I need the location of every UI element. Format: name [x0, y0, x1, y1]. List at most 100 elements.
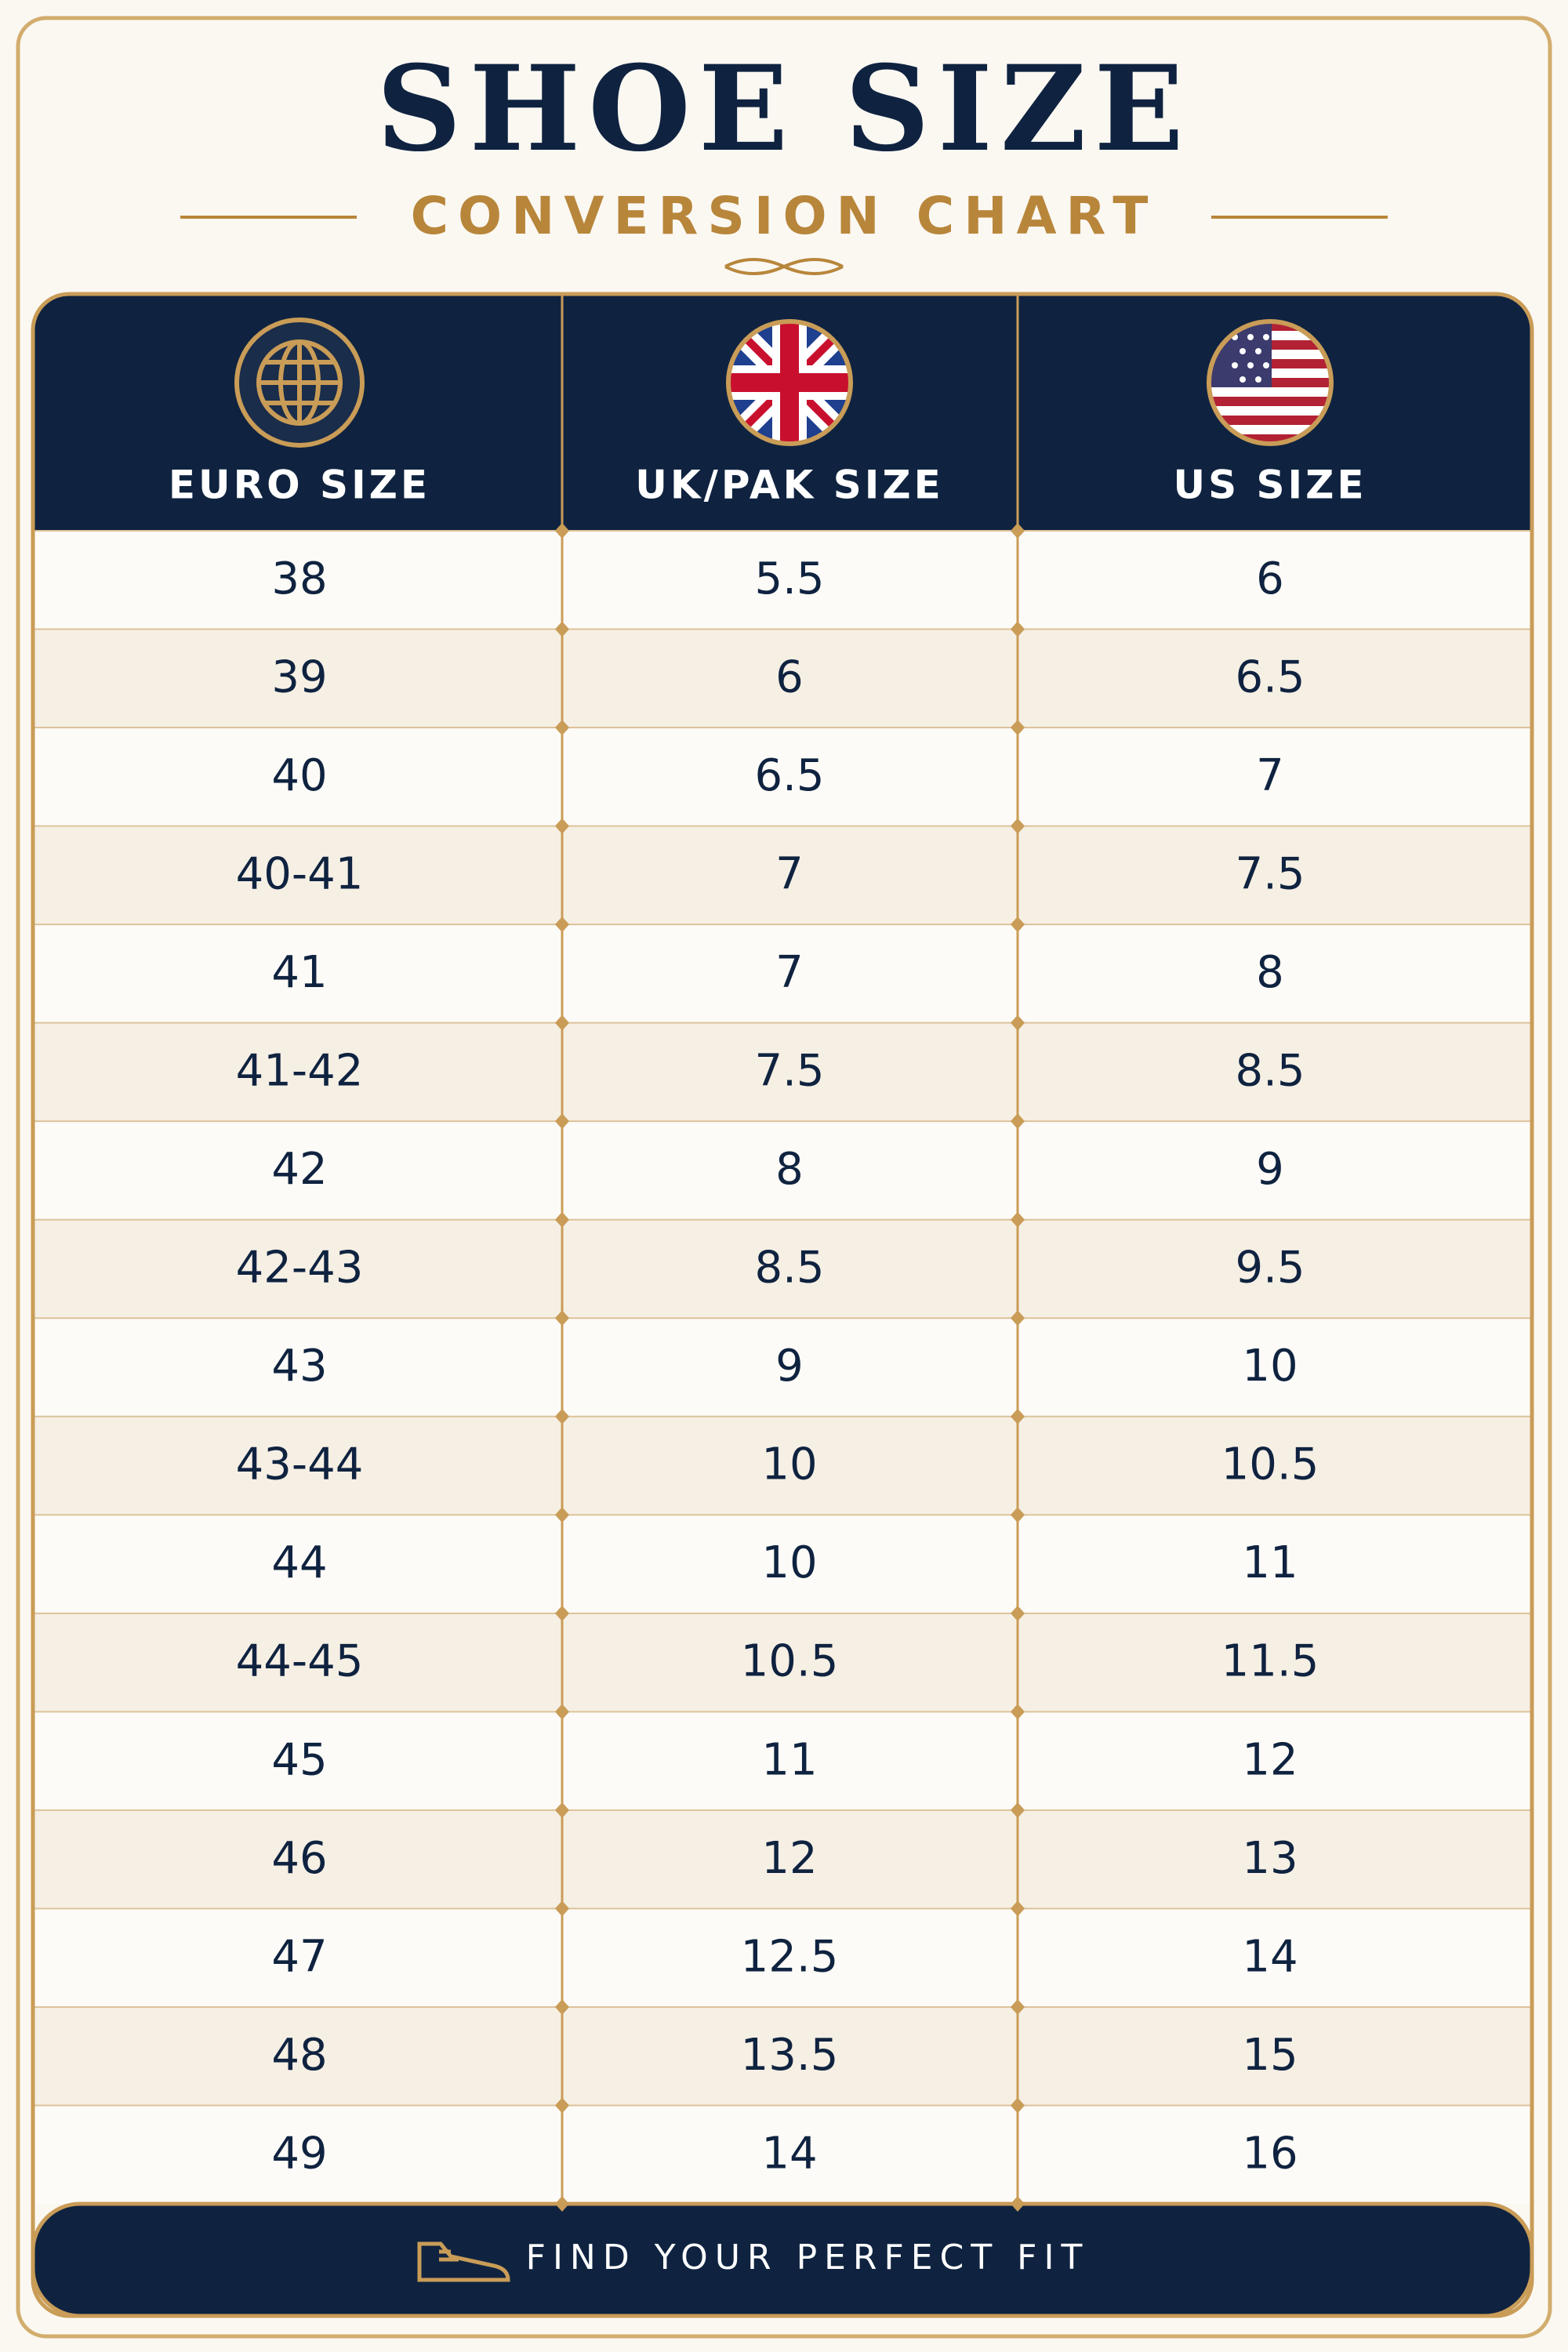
table-cell: 10	[761, 1439, 817, 1490]
diamond	[555, 818, 569, 834]
table-cell: 43	[271, 1341, 327, 1392]
diamond	[1011, 1408, 1025, 1425]
diamond	[555, 1998, 569, 2015]
table-cell: 47	[271, 1931, 327, 1982]
table-cell: 11.5	[1221, 1636, 1319, 1687]
diamond	[555, 1310, 569, 1327]
diamond	[555, 1802, 569, 1818]
table-cell: 13.5	[741, 2030, 839, 2081]
table-cell: 44-45	[236, 1636, 364, 1687]
table-cell: 8	[775, 1144, 804, 1195]
diamond	[1011, 1113, 1025, 1130]
table-cell: 48	[271, 2030, 327, 2081]
diamond	[555, 523, 569, 539]
diamond	[1011, 1900, 1025, 1917]
diamond	[555, 916, 569, 933]
column-header: UK/PAK SIZE	[635, 463, 944, 508]
diamond	[555, 1605, 569, 1621]
title: SHOE SIZE	[376, 40, 1192, 178]
table-row	[33, 2006, 1532, 2106]
subtitle: CONVERSION CHART	[411, 186, 1158, 246]
table-row	[33, 1613, 1532, 1712]
table-cell: 8.5	[1235, 1046, 1305, 1097]
table-cell: 7	[1256, 750, 1284, 801]
ornament	[724, 258, 844, 275]
diamond	[555, 1507, 569, 1523]
table-cell: 9	[1256, 1144, 1284, 1195]
table-cell: 10	[761, 1537, 817, 1588]
table-row	[33, 2105, 1532, 2204]
table-cell: 14	[761, 2128, 817, 2179]
globe-icon	[234, 318, 365, 448]
table-cell: 12.5	[741, 1931, 839, 1982]
table-cell: 6.5	[754, 750, 824, 801]
table-row	[33, 1515, 1532, 1613]
table-cell: 5.5	[754, 554, 824, 604]
diamond	[555, 2196, 569, 2212]
diamond	[1011, 1704, 1025, 1720]
table-cell: 39	[271, 652, 327, 702]
diamond	[1011, 720, 1025, 736]
table-cell: 11	[761, 1734, 817, 1785]
table-cell: 44	[271, 1537, 327, 1588]
column-header: US SIZE	[1173, 463, 1367, 508]
table-row	[33, 1121, 1532, 1220]
table-cell: 9	[775, 1341, 804, 1392]
diamond	[1011, 523, 1025, 539]
table-cell: 42-43	[236, 1243, 364, 1294]
table-cell: 7.5	[754, 1046, 824, 1097]
diamond	[555, 1900, 569, 1917]
table-cell: 14	[1242, 1931, 1298, 1982]
table-cell: 10.5	[1221, 1439, 1319, 1490]
table-cell: 13	[1242, 1833, 1298, 1884]
diamond	[1011, 1507, 1025, 1523]
diamond	[555, 2097, 569, 2114]
table-row	[33, 1318, 1532, 1417]
table-row	[33, 1219, 1532, 1319]
column-header: EURO SIZE	[169, 463, 430, 508]
table-cell: 43-44	[236, 1439, 364, 1490]
table-cell: 45	[271, 1734, 327, 1785]
table-row	[33, 531, 1532, 630]
outer-border	[16, 16, 1552, 2339]
table-cell: 11	[1242, 1537, 1298, 1588]
table-body: 38 5.5 6 39 6 6.5 40 6.5 7 40-41 7 7.5 41 7 8 41-42 7.5 8…	[33, 530, 1532, 2204]
shoe-icon	[417, 2241, 510, 2282]
table-cell: 7.5	[1235, 848, 1305, 899]
table-cell: 12	[761, 1833, 817, 1884]
diamond	[1011, 1310, 1025, 1327]
table-cell: 12	[1242, 1734, 1298, 1785]
table-cell: 49	[271, 2128, 327, 2179]
diamond	[1011, 818, 1025, 834]
table-cell: 41-42	[236, 1046, 364, 1097]
table-row	[33, 1908, 1532, 2007]
table-cell: 16	[1242, 2128, 1298, 2179]
table-row	[33, 629, 1532, 728]
table-cell: 8.5	[754, 1243, 824, 1294]
table-cell: 6.5	[1235, 652, 1305, 702]
diamond	[555, 621, 569, 637]
table-row	[33, 924, 1532, 1023]
table-cell: 6	[775, 652, 804, 702]
table-cell: 38	[271, 554, 327, 604]
diamond	[1011, 1605, 1025, 1621]
table-cell: 7	[775, 947, 804, 998]
us-flag-icon	[1207, 319, 1334, 446]
diamond	[1011, 1211, 1025, 1228]
diamond	[1011, 2097, 1025, 2114]
table-cell: 8	[1256, 947, 1284, 998]
table-cell: 42	[271, 1144, 327, 1195]
table-row	[33, 1416, 1532, 1515]
diamond	[1011, 1998, 1025, 2015]
table-row	[33, 1022, 1532, 1122]
table-cell: 6	[1256, 554, 1284, 604]
table-cell: 46	[271, 1833, 327, 1884]
diamond	[1011, 2196, 1025, 2212]
diamond	[555, 1113, 569, 1130]
table-row	[33, 826, 1532, 925]
table-frame: 38 5.5 6 39 6 6.5 40 6.5 7 40-41 7 7.5 41 7 8 41-42 7.5 8…	[33, 294, 1532, 2204]
table-cell: 41	[271, 947, 327, 998]
footer-band	[31, 2201, 1534, 2318]
diamond	[1011, 1802, 1025, 1818]
